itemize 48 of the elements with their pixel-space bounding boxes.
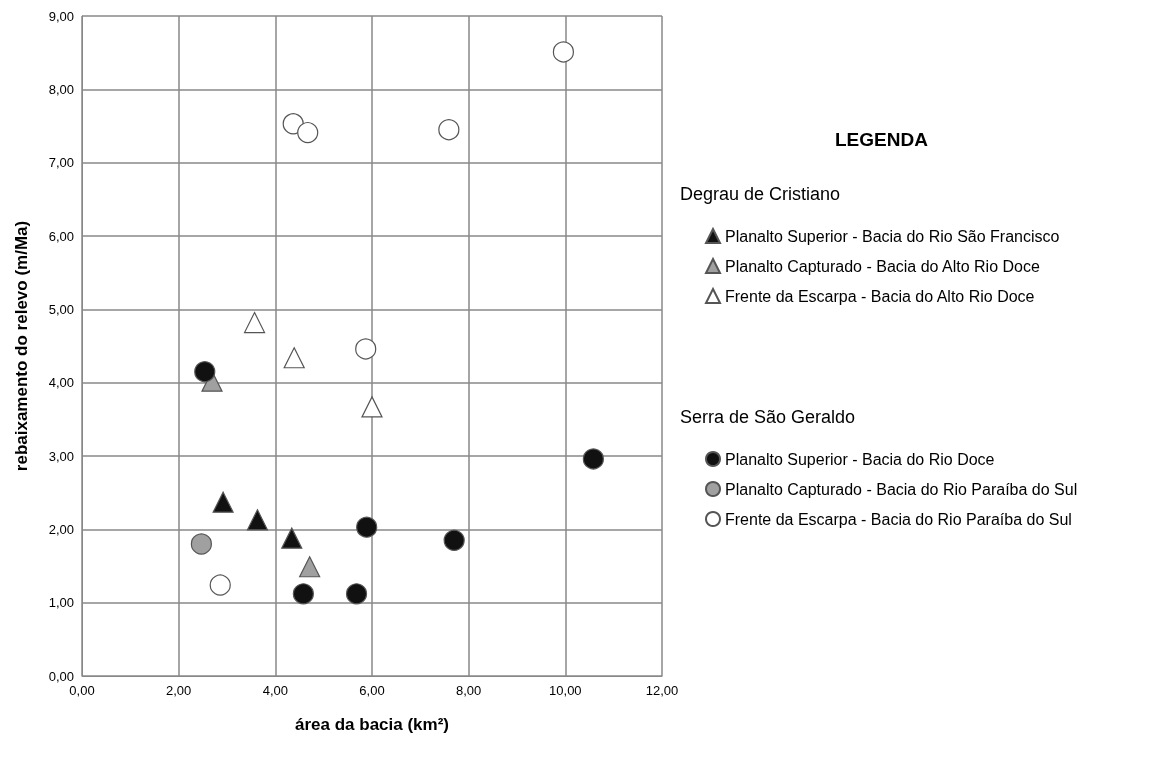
text: Degrau de Cristiano [680, 184, 841, 204]
y-tick-label: 2,00 [48, 521, 74, 537]
point [299, 556, 321, 578]
point [443, 529, 465, 551]
legend-label: Frente da Escarpa - Bacia do Alto Rio Doce [725, 287, 1035, 305]
legend-title: LEGENDA [835, 129, 929, 150]
legend-label: Planalto Capturado - Bacia do Alto Rio Doce [725, 257, 1040, 275]
y-tick-label: 7,00 [48, 155, 74, 171]
point [552, 41, 574, 63]
point [283, 347, 305, 369]
y-tick-label: 9,00 [48, 8, 74, 24]
legend-label: Planalto Superior - Bacia do Rio São Francisco [725, 227, 1060, 245]
point [282, 113, 304, 135]
x-tick-label: 8,00 [456, 683, 482, 698]
y-tick-label: 4,00 [48, 375, 74, 391]
point [212, 491, 234, 513]
y-tick-label: 6,00 [48, 228, 74, 244]
y-tick-label: 1,00 [48, 595, 74, 611]
point [582, 448, 604, 470]
point [356, 516, 378, 538]
y-tick-label: 5,00 [48, 301, 74, 317]
point [345, 583, 368, 605]
y-tick-label: 8,00 [48, 81, 74, 97]
point [361, 396, 383, 418]
x-tick-label: 6,00 [359, 683, 385, 698]
x-tick-label: 0,00 [69, 683, 95, 698]
y-tick-label: 3,00 [48, 448, 74, 464]
point [355, 338, 377, 360]
legend-label: Planalto Capturado - Bacia do Rio Paraíba do Sul [725, 480, 1078, 498]
text: Serra de São Geraldo [680, 407, 856, 427]
point [209, 574, 231, 596]
point [246, 509, 269, 531]
x-tick-label: 2,00 [166, 683, 192, 698]
y-tick-label: 0,00 [48, 668, 74, 684]
point [190, 533, 212, 555]
point [297, 122, 319, 144]
x-tick-label: 4,00 [262, 683, 288, 698]
point [194, 361, 216, 383]
x-tick-label: 10,00 [549, 683, 582, 698]
y-axis-title: rebaixamento do relevo (m/Ma) [12, 220, 31, 472]
point [281, 527, 303, 549]
legend-label: Planalto Superior - Bacia do Rio Doce [725, 450, 995, 468]
x-tick-label: 12,00 [645, 683, 679, 698]
point [292, 583, 314, 605]
x-axis-title: área da bacia (km²) [294, 715, 450, 734]
point [438, 119, 460, 141]
point [243, 311, 266, 334]
legend-label: Frente da Escarpa - Bacia do Rio Paraíba do Sul [725, 510, 1072, 528]
